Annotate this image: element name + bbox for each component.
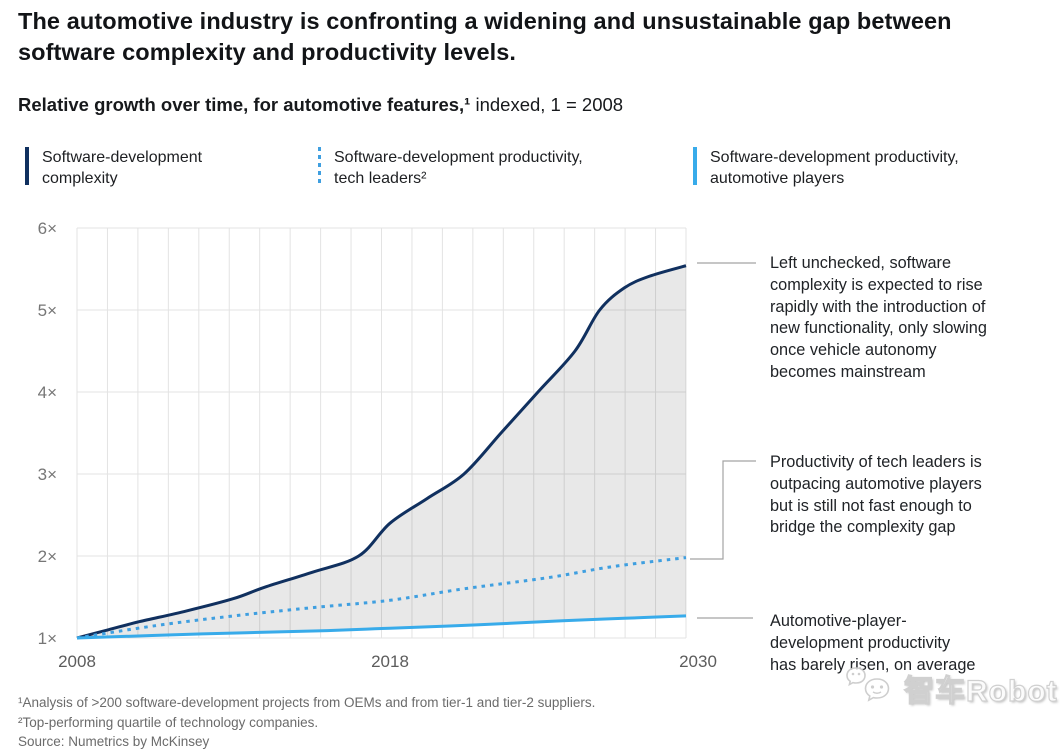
automotive-players-line bbox=[76, 614, 687, 640]
y-axis-label: 4× bbox=[38, 383, 57, 402]
gridlines bbox=[76, 227, 687, 639]
y-axis-label: 2× bbox=[38, 547, 57, 566]
x-axis-label: 2018 bbox=[371, 652, 409, 671]
y-axis-label: 3× bbox=[38, 465, 57, 484]
chart-subtitle-regular: indexed, 1 = 2008 bbox=[470, 94, 624, 115]
x-axis-label: 2008 bbox=[58, 652, 96, 671]
complexity-line bbox=[76, 264, 687, 640]
annotation-automotive: Automotive-player-development productivi… bbox=[770, 612, 976, 674]
complexity-gap-area bbox=[77, 265, 686, 638]
legend-item: Software-development complexity bbox=[25, 147, 202, 189]
legend-swatch-solid-light bbox=[693, 147, 697, 185]
tech-leaders-line bbox=[76, 556, 687, 640]
annotation-tech-leaders: Productivity of tech leaders is outpacing… bbox=[770, 453, 982, 537]
footnotes: ¹Analysis of >200 software-development p… bbox=[18, 693, 595, 752]
legend-label: Software-development complexity bbox=[42, 149, 203, 187]
footnote-line: ¹Analysis of >200 software-development p… bbox=[18, 695, 596, 710]
legend-label: Software-development productivity, tech l… bbox=[334, 149, 583, 187]
footnote-line: ²Top-performing quartile of technology c… bbox=[18, 714, 319, 730]
annotation-connectors bbox=[690, 262, 756, 619]
connector-tech-leaders-bracket bbox=[690, 460, 756, 560]
y-axis-label: 1× bbox=[38, 629, 57, 648]
x-axis-label: 2030 bbox=[679, 652, 717, 671]
chart-subtitle: Relative growth over time, for automotiv… bbox=[18, 94, 623, 116]
page-title: The automotive industry is confronting a… bbox=[18, 8, 952, 65]
legend-item: Software-development productivity, tech l… bbox=[318, 147, 583, 189]
legend-label: Software-development productivity, automo… bbox=[710, 149, 959, 187]
footnote-line: Source: Numetrics by McKinsey bbox=[18, 734, 210, 749]
y-axis-label: 5× bbox=[38, 301, 57, 320]
legend-swatch-dotted-light bbox=[318, 147, 321, 185]
annotation-complexity: Left unchecked, software complexity is ex… bbox=[770, 254, 987, 381]
legend-swatch-solid-navy bbox=[25, 147, 29, 185]
watermark-text: 智车Robot bbox=[903, 674, 1058, 708]
y-axis-label: 6× bbox=[38, 219, 57, 238]
robot-chat-icon bbox=[846, 667, 890, 702]
chart-subtitle-bold: Relative growth over time, for automotiv… bbox=[18, 94, 471, 115]
legend-item: Software-development productivity, automo… bbox=[693, 147, 959, 189]
watermark: 智车Robot bbox=[846, 666, 1058, 710]
line-chart: 1× 2× 3× 4× 5× 6× 2008 2018 2030 bbox=[38, 219, 756, 671]
